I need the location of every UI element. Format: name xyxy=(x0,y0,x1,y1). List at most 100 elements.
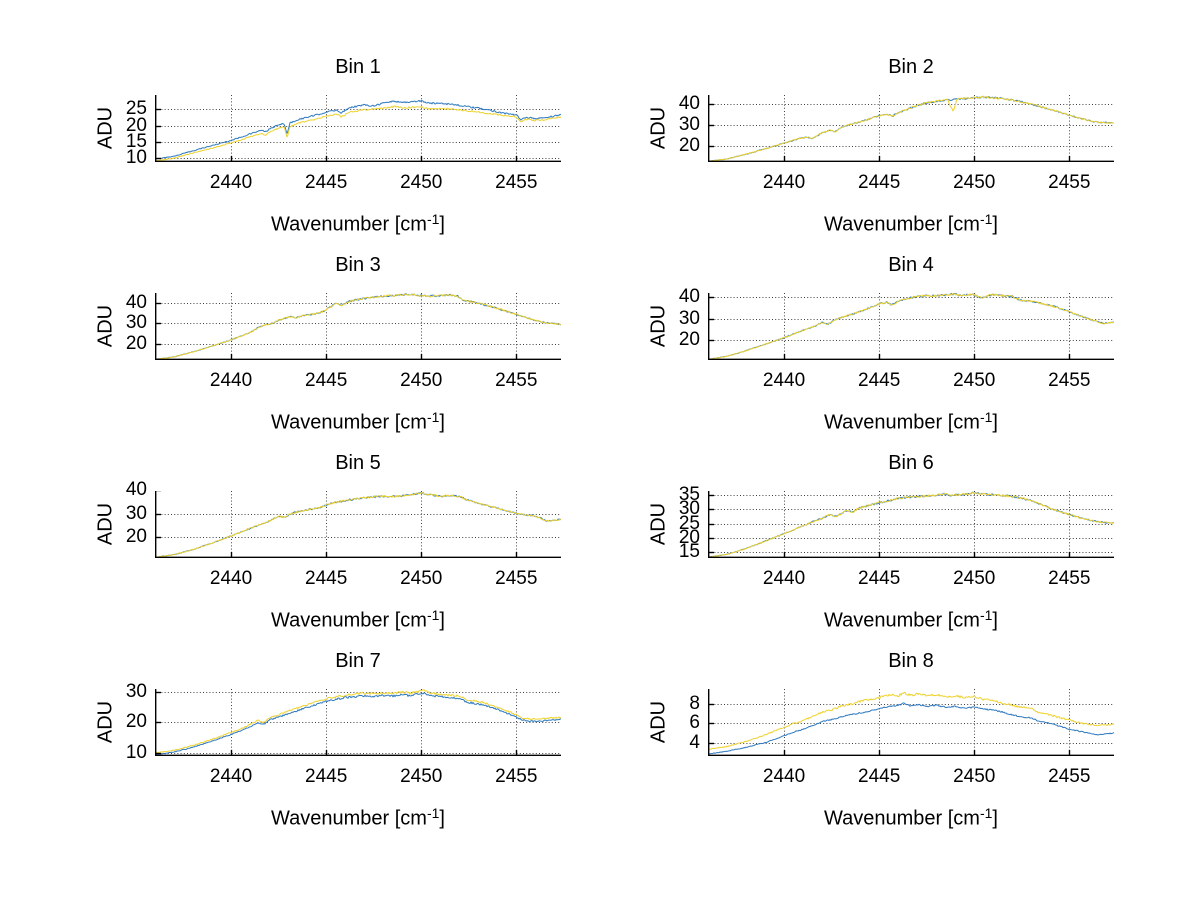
x-tick-label: 2455 xyxy=(495,370,538,391)
y-tick-label: 20 xyxy=(125,114,147,136)
subplot-title: Bin 2 xyxy=(888,56,934,78)
xlabel-text: Wavenumber [cm xyxy=(824,411,980,434)
subplot-title: Bin 3 xyxy=(335,254,381,276)
subplot-title: Bin 6 xyxy=(888,452,934,474)
x-tick-label: 2440 xyxy=(762,370,806,391)
y-tick-label: 20 xyxy=(125,526,147,548)
xlabel-exponent: -1 xyxy=(979,409,993,425)
xlabel-text: Wavenumber [cm xyxy=(824,807,980,830)
subplot-bin-5: Bin 5 ADU 20 30 40 2440 2445 2450 2455 Wavenu… xyxy=(30,446,586,644)
x-tick-label: 2455 xyxy=(1048,568,1091,589)
x-tick-label: 2455 xyxy=(1048,370,1091,391)
xlabel-close: ] xyxy=(439,609,445,632)
x-tick-label: 2445 xyxy=(858,370,901,391)
x-tick-label: 2440 xyxy=(209,568,253,589)
xlabel-close: ] xyxy=(439,213,445,236)
x-tick-label: 2445 xyxy=(858,172,901,193)
y-tick-label: 15 xyxy=(125,130,147,152)
x-tick-label: 2450 xyxy=(953,568,996,589)
x-axis-label: Wavenumber [cm-1] xyxy=(155,408,561,435)
y-tick-label: 15 xyxy=(678,541,700,562)
xlabel-exponent: -1 xyxy=(979,805,993,821)
subplot-bin-6: Bin 6 ADU 15 20 25 30 35 2440 2445 2450 2455 Wa… xyxy=(583,446,1139,644)
subplot-bin-4: Bin 4 ADU 20 30 40 2440 2445 2450 2455 Wavenu… xyxy=(583,248,1139,446)
x-tick-label: 2445 xyxy=(305,766,348,787)
y-tick-label: 40 xyxy=(125,479,147,501)
x-tick-label: 2455 xyxy=(495,568,538,589)
y-tick-label: 25 xyxy=(678,512,700,534)
x-axis-label: Wavenumber [cm-1] xyxy=(155,210,561,237)
x-axis-label: Wavenumber [cm-1] xyxy=(155,804,561,831)
xlabel-exponent: -1 xyxy=(426,211,440,227)
xlabel-exponent: -1 xyxy=(426,607,440,623)
subplot-bin-2: Bin 2 ADU 20 30 40 2440 2445 2450 2455 Wavenu… xyxy=(583,50,1139,248)
plot-canvas xyxy=(155,293,561,360)
x-tick-label: 2450 xyxy=(953,766,996,787)
y-tick-label: 20 xyxy=(678,526,700,548)
y-tick-label: 20 xyxy=(125,333,147,355)
subplot-title: Bin 5 xyxy=(335,452,381,474)
subplot-title: Bin 8 xyxy=(888,650,934,672)
x-tick-label: 2450 xyxy=(400,172,443,193)
xlabel-exponent: -1 xyxy=(979,211,993,227)
x-tick-label: 2450 xyxy=(400,568,443,589)
x-tick-label: 2445 xyxy=(305,568,348,589)
x-tick-label: 2455 xyxy=(1048,766,1091,787)
y-tick-label: 4 xyxy=(689,731,700,753)
y-tick-label: 35 xyxy=(678,483,700,505)
xlabel-text: Wavenumber [cm xyxy=(271,807,427,830)
x-axis-label: Wavenumber [cm-1] xyxy=(708,210,1114,237)
plot-canvas xyxy=(155,95,561,162)
x-tick-label: 2440 xyxy=(209,766,253,787)
xlabel-close: ] xyxy=(992,609,998,632)
subplot-title: Bin 7 xyxy=(335,650,381,672)
x-tick-label: 2440 xyxy=(209,370,253,391)
y-tick-label: 40 xyxy=(125,291,147,313)
y-tick-label: 10 xyxy=(125,741,147,763)
x-tick-label: 2440 xyxy=(762,568,806,589)
x-tick-label: 2440 xyxy=(209,172,253,193)
y-tick-label: 10 xyxy=(125,146,147,168)
y-tick-label: 40 xyxy=(678,93,700,115)
y-tick-label: 30 xyxy=(678,114,700,135)
x-axis-label: Wavenumber [cm-1] xyxy=(155,606,561,633)
plot-canvas xyxy=(708,491,1114,558)
x-axis-label: Wavenumber [cm-1] xyxy=(708,804,1114,831)
subplot-bin-7: Bin 7 ADU 10 20 30 2440 2445 2450 2455 Wavenu… xyxy=(30,644,586,842)
y-tick-label: 6 xyxy=(689,712,700,734)
x-tick-label: 2450 xyxy=(400,766,443,787)
xlabel-exponent: -1 xyxy=(426,409,440,425)
x-tick-label: 2440 xyxy=(762,766,806,787)
subplot-title: Bin 4 xyxy=(888,254,934,276)
xlabel-exponent: -1 xyxy=(426,805,440,821)
x-tick-label: 2445 xyxy=(858,568,901,589)
plot-canvas xyxy=(155,689,561,756)
xlabel-close: ] xyxy=(992,213,998,236)
plot-canvas xyxy=(708,689,1114,756)
x-tick-label: 2445 xyxy=(305,370,348,391)
y-tick-label: 40 xyxy=(678,286,700,308)
subplot-bin-3: Bin 3 ADU 20 30 40 2440 2445 2450 2455 Wavenu… xyxy=(30,248,586,446)
xlabel-exponent: -1 xyxy=(979,607,993,623)
x-tick-label: 2450 xyxy=(953,370,996,391)
xlabel-close: ] xyxy=(992,411,998,434)
xlabel-text: Wavenumber [cm xyxy=(271,213,427,236)
xlabel-text: Wavenumber [cm xyxy=(824,213,980,236)
xlabel-close: ] xyxy=(992,807,998,830)
x-tick-label: 2445 xyxy=(305,172,348,193)
x-tick-label: 2450 xyxy=(400,370,443,391)
y-tick-label: 30 xyxy=(125,312,147,334)
plot-canvas xyxy=(708,293,1114,360)
y-tick-label: 20 xyxy=(678,329,700,351)
plot-canvas xyxy=(155,491,561,558)
y-tick-label: 20 xyxy=(678,134,700,156)
y-tick-label: 30 xyxy=(125,502,147,524)
y-tick-label: 30 xyxy=(125,680,147,702)
x-tick-label: 2455 xyxy=(495,766,538,787)
y-tick-label: 20 xyxy=(125,711,147,733)
x-tick-label: 2455 xyxy=(495,172,538,193)
xlabel-text: Wavenumber [cm xyxy=(824,609,980,632)
